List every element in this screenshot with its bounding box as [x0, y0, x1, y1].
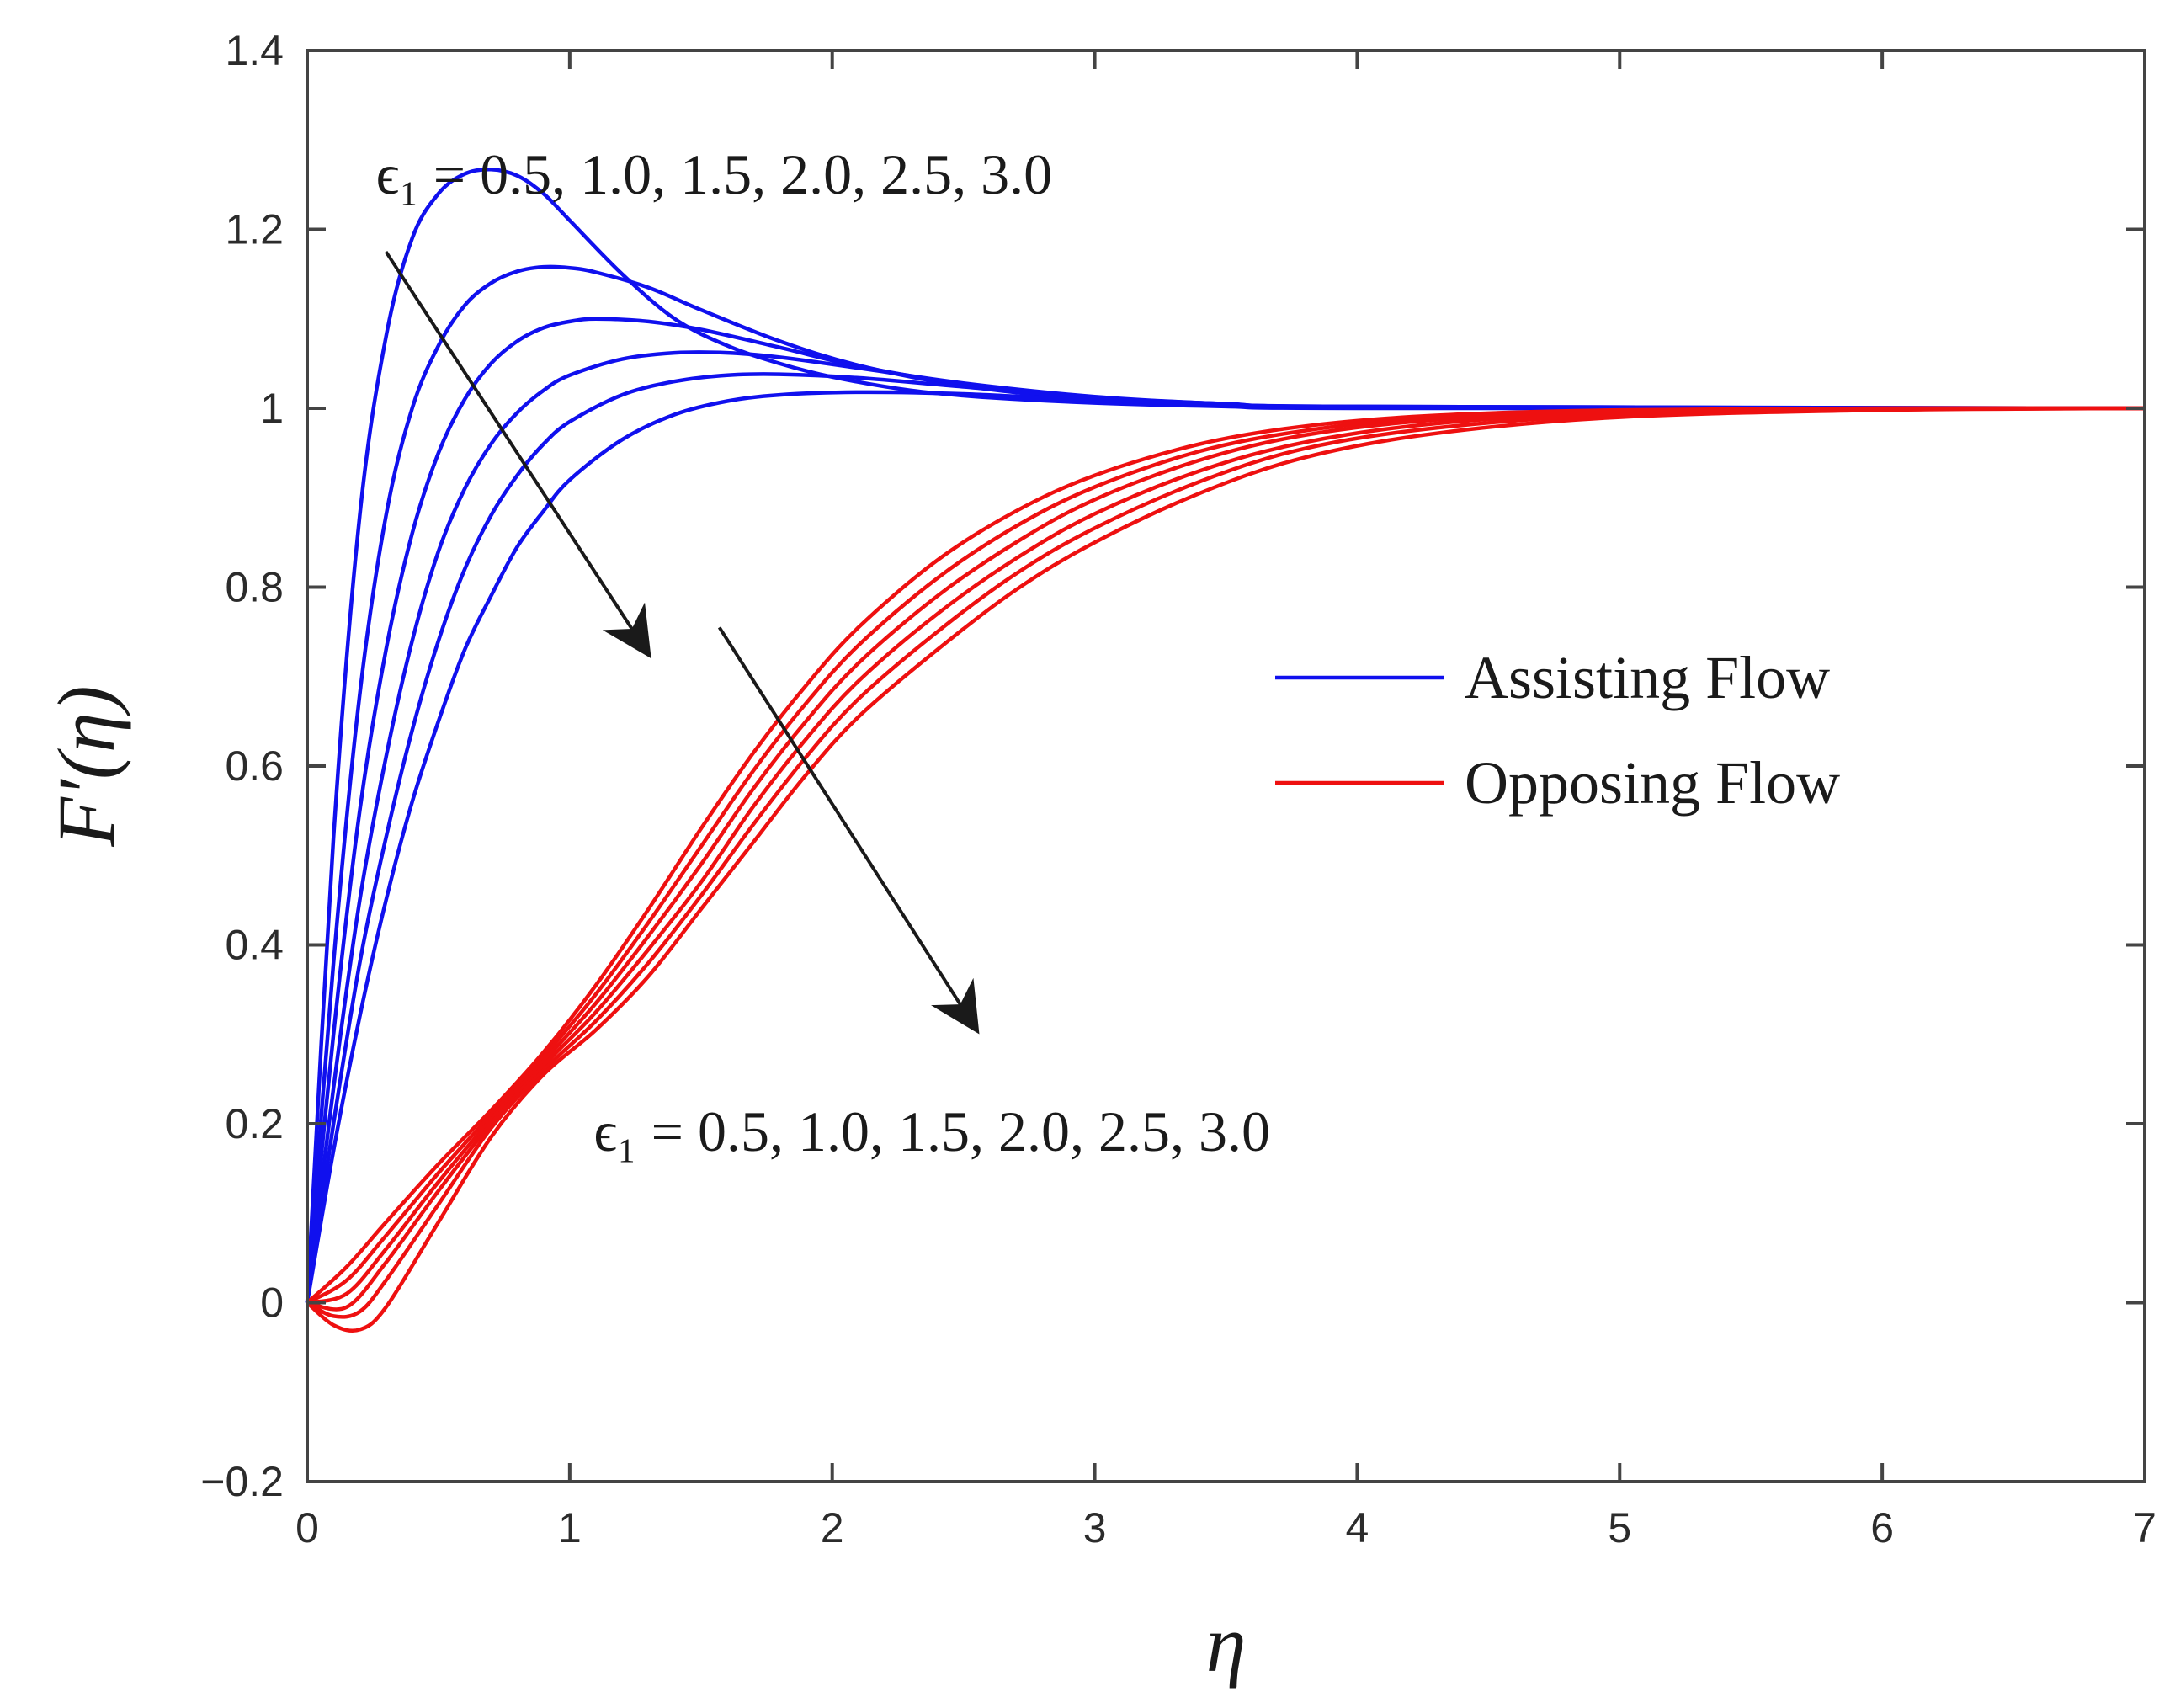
- opposing-flow-line-4: [306, 406, 2146, 1312]
- assisting-flow-line-6: [305, 390, 2146, 1303]
- opposing-flow-line-1: [306, 406, 2146, 1305]
- plot-frame: [306, 49, 2146, 1483]
- series-layer: [305, 167, 2146, 1333]
- axes-layer: 0 1 2 3 4 5 6 7−0.200.20.40.60.811.21.4ηF′(η): [41, 27, 2156, 1689]
- legend-label-opposing: Opposing Flow: [1465, 749, 1840, 817]
- x-tick-label: 3: [1083, 1504, 1107, 1551]
- opposing-flow-line-6: [306, 406, 2146, 1333]
- x-tick-label: 7: [2133, 1504, 2156, 1551]
- opposing-flow-line-2: [306, 406, 2146, 1305]
- arrow-layer: [384, 250, 980, 1035]
- x-tick-label: 5: [1608, 1504, 1631, 1551]
- y-tick-label: −0.2: [200, 1458, 284, 1505]
- opposing-flow-line-5: [306, 406, 2146, 1319]
- y-tick-label: 0.8: [225, 564, 284, 611]
- x-tick-label: 2: [821, 1504, 844, 1551]
- trend-arrow-1: [384, 250, 651, 659]
- x-tick-label: 4: [1346, 1504, 1369, 1551]
- x-tick-label: 6: [1870, 1504, 1894, 1551]
- legend: Assisting Flow Opposing Flow: [1275, 644, 1840, 817]
- assisting-flow-line-5: [305, 372, 2146, 1303]
- y-tick-label: 0.2: [225, 1100, 284, 1147]
- epsilon-annotation-opposing: ϵ₁ = 0.5, 1.0, 1.5, 2.0, 2.5, 3.0: [593, 1099, 1270, 1163]
- y-tick-label: 1.2: [225, 206, 284, 253]
- y-tick-label: 0.4: [225, 922, 284, 969]
- y-tick-label: 0.6: [225, 742, 284, 790]
- x-axis-label: η: [1206, 1599, 1247, 1689]
- annotation-layer: ϵ₁ = 0.5, 1.0, 1.5, 2.0, 2.5, 3.0 ϵ₁ = 0.…: [376, 142, 1270, 1163]
- opposing-flow-line-3: [306, 406, 2146, 1305]
- x-tick-label: 0: [295, 1504, 319, 1551]
- x-tick-label: 1: [558, 1504, 582, 1551]
- legend-label-assisting: Assisting Flow: [1465, 644, 1830, 711]
- y-tick-label: 1.4: [225, 27, 284, 74]
- y-tick-label: 1: [260, 385, 284, 432]
- trend-arrow-2: [717, 626, 980, 1035]
- y-tick-label: 0: [260, 1280, 284, 1327]
- epsilon-annotation-assisting: ϵ₁ = 0.5, 1.0, 1.5, 2.0, 2.5, 3.0: [376, 142, 1053, 206]
- y-axis-label: F′(η): [41, 685, 131, 847]
